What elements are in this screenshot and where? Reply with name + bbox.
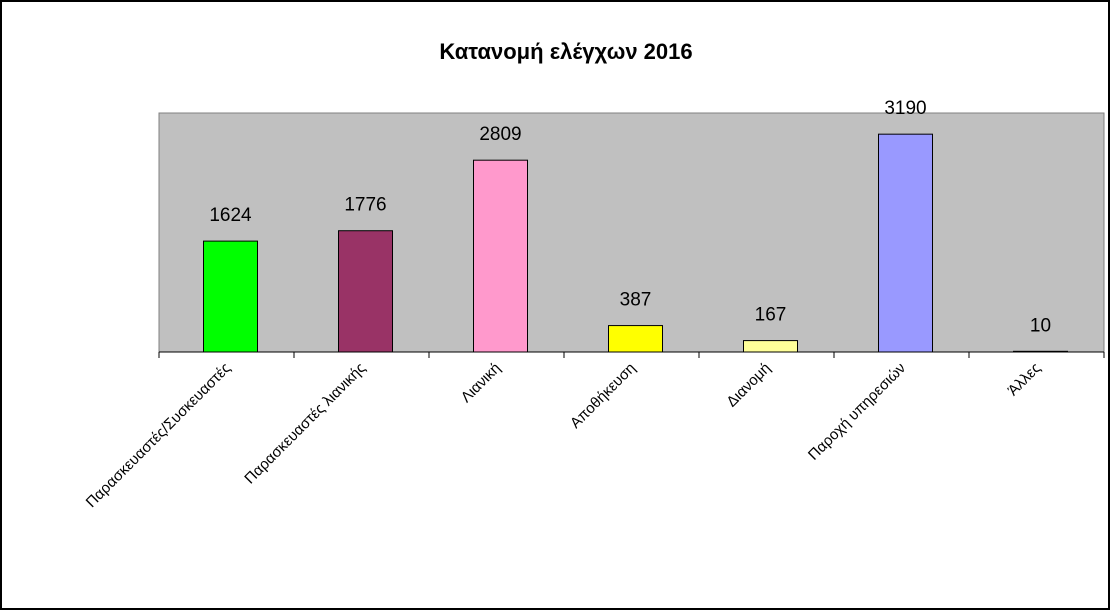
- chart-title: Κατανομή ελέγχων 2016: [439, 39, 692, 64]
- bar: [608, 325, 663, 353]
- value-label: 167: [755, 305, 787, 326]
- value-label: 10: [1030, 315, 1051, 336]
- bar: [203, 240, 258, 353]
- value-label: 3190: [884, 98, 926, 119]
- bar: [473, 159, 528, 353]
- value-label: 1624: [209, 205, 252, 226]
- value-label: 1776: [344, 195, 386, 216]
- bar: [1013, 350, 1068, 353]
- value-label: 2809: [479, 124, 521, 145]
- plot-area: [158, 112, 1105, 353]
- bar: [878, 133, 933, 353]
- bar: [743, 340, 798, 353]
- bar: [338, 230, 393, 353]
- value-label: 387: [620, 290, 652, 311]
